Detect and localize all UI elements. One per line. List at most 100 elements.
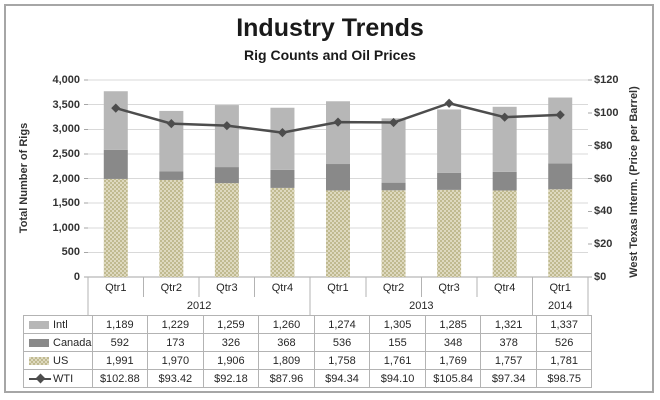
table-cell: $92.18 [202, 369, 260, 388]
table-cell: 1,285 [424, 315, 482, 334]
right-axis-tick: $40 [594, 205, 613, 218]
category-label: Qtr3 [216, 282, 238, 294]
wti-marker [333, 117, 343, 127]
table-cell: 368 [258, 333, 315, 352]
table-cell: 592 [91, 333, 149, 352]
table-cell: $105.84 [424, 369, 482, 388]
table-cell: 348 [424, 333, 482, 352]
bar-segment-intl [492, 106, 517, 172]
table-row-us: US 1,991 1,970 1,906 1,809 1,758 1,761 1,769 1,7… [23, 351, 593, 370]
bar-segment-us [270, 187, 295, 277]
series-label: WTI [53, 372, 74, 385]
y-axis-tick: 1,000 [52, 221, 80, 234]
table-cell: 1,229 [147, 315, 204, 334]
year-label: 2014 [547, 300, 573, 312]
table-cell: 1,305 [369, 315, 426, 334]
table-cell: 1,259 [202, 315, 260, 334]
y-axis-tick: 2,500 [52, 147, 80, 160]
y-axis-tick: 3,500 [52, 98, 80, 111]
table-cell: 536 [313, 333, 371, 352]
y-axis-tick: 4,000 [52, 74, 80, 86]
category-label: Qtr2 [382, 282, 405, 294]
year-label: 2012 [186, 300, 212, 312]
y-axis-tick: 500 [61, 246, 80, 259]
table-cell: 1,769 [424, 351, 482, 370]
series-label: US [53, 354, 69, 367]
table-cell: 1,337 [535, 315, 593, 334]
table-cell: 1,991 [91, 351, 149, 370]
series-label: Canada [53, 336, 92, 349]
category-label: Qtr1 [105, 282, 127, 294]
table-cell: 1,758 [313, 351, 371, 370]
table-cell: 1,761 [369, 351, 426, 370]
right-axis-tick: $100 [594, 106, 619, 119]
bar-segment-canada [159, 171, 184, 180]
chart-subtitle: Rig Counts and Oil Prices [244, 47, 416, 63]
table-cell: $102.88 [91, 369, 149, 388]
category-label: Qtr2 [160, 282, 183, 294]
bar-segment-canada [326, 164, 350, 191]
data-table: Intl 1,189 1,229 1,259 1,260 1,274 1,305 1,285 1… [23, 315, 593, 388]
table-row-wti: WTI $102.88 $93.42 $92.18 $87.96 $94.34 $94.10… [23, 369, 593, 388]
bar-segment-us [103, 178, 128, 277]
table-cell: $87.96 [258, 369, 315, 388]
table-cell: 526 [535, 333, 593, 352]
wti-marker [444, 98, 454, 108]
table-row-intl: Intl 1,189 1,229 1,259 1,260 1,274 1,305 1,285 1… [23, 315, 593, 334]
category-label: Qtr3 [438, 282, 460, 294]
table-cell: $93.42 [147, 369, 204, 388]
table-cell: 1,809 [258, 351, 315, 370]
wti-marker [166, 119, 176, 129]
wti-marker [555, 110, 565, 120]
bar-segment-canada [270, 169, 295, 188]
y-axis-tick: 2,000 [52, 172, 80, 185]
wti-legend-icon [29, 374, 51, 383]
y-axis-tick: 1,500 [52, 197, 80, 210]
table-cell: 1,274 [313, 315, 371, 334]
category-label: Qtr1 [549, 282, 571, 294]
table-cell: 1,321 [480, 315, 537, 334]
table-cell: $98.75 [535, 369, 593, 388]
wti-marker [111, 103, 121, 113]
wti-marker [500, 112, 510, 122]
right-axis-tick: $0 [594, 271, 607, 283]
table-cell: 1,189 [91, 315, 149, 334]
bar-segment-canada [492, 171, 517, 191]
bar-segment-canada [214, 167, 239, 184]
legend-cell: WTI [23, 369, 93, 388]
table-row-canada: Canada 592 173 326 368 536 155 348 378 526 [23, 333, 593, 352]
bar-segment-intl [326, 101, 350, 165]
intl-legend-icon [29, 320, 49, 329]
wti-marker [388, 117, 399, 128]
table-cell: $97.34 [480, 369, 537, 388]
table-cell: $94.34 [313, 369, 371, 388]
bar-segment-intl [103, 91, 128, 150]
table-cell: 1,757 [480, 351, 537, 370]
bar-segment-us [492, 190, 517, 277]
bar-segment-canada [381, 182, 406, 191]
bar-segment-us [214, 183, 239, 277]
bar-segment-canada [437, 172, 462, 190]
series-label: Intl [53, 318, 68, 331]
table-cell: 378 [480, 333, 537, 352]
canada-legend-icon [29, 338, 49, 347]
table-cell: 1,970 [147, 351, 204, 370]
bar-segment-us [437, 189, 462, 277]
table-cell: 326 [202, 333, 260, 352]
category-label: Qtr4 [271, 282, 294, 294]
bar-segment-us [381, 190, 406, 277]
bar-segment-canada [548, 163, 573, 190]
wti-marker [277, 127, 288, 138]
right-axis-tick: $60 [594, 172, 613, 185]
bar-segment-intl [437, 109, 462, 173]
y-axis-tick: 0 [73, 271, 80, 283]
wti-marker [222, 121, 232, 131]
legend-cell: Canada [23, 333, 93, 352]
table-cell: $94.10 [369, 369, 426, 388]
bar-segment-intl [381, 118, 406, 183]
right-axis-tick: $120 [594, 74, 619, 86]
table-cell: 155 [369, 333, 426, 352]
table-cell: 1,906 [202, 351, 260, 370]
